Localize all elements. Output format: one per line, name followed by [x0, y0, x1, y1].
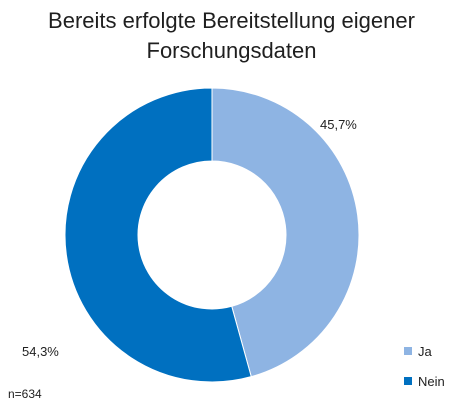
data-label-ja: 45,7% — [320, 117, 357, 132]
chart-title: Bereits erfolgte Bereitstellung eigener … — [0, 6, 463, 66]
legend-item-ja: Ja — [404, 342, 445, 360]
legend-item-nein: Nein — [404, 372, 445, 390]
chart-title-line-1: Bereits erfolgte Bereitstellung eigener — [48, 8, 415, 33]
chart-title-line-2: Forschungsdaten — [146, 38, 317, 63]
legend: Ja Nein — [404, 342, 445, 402]
legend-swatch-nein — [404, 377, 412, 385]
slice-ja — [211, 87, 360, 378]
legend-swatch-ja — [404, 347, 412, 355]
legend-label-ja: Ja — [418, 343, 432, 359]
slice-nein — [64, 87, 252, 383]
sample-size-note: n=634 — [8, 387, 42, 401]
data-label-nein: 54,3% — [22, 344, 59, 359]
legend-label-nein: Nein — [418, 373, 445, 389]
